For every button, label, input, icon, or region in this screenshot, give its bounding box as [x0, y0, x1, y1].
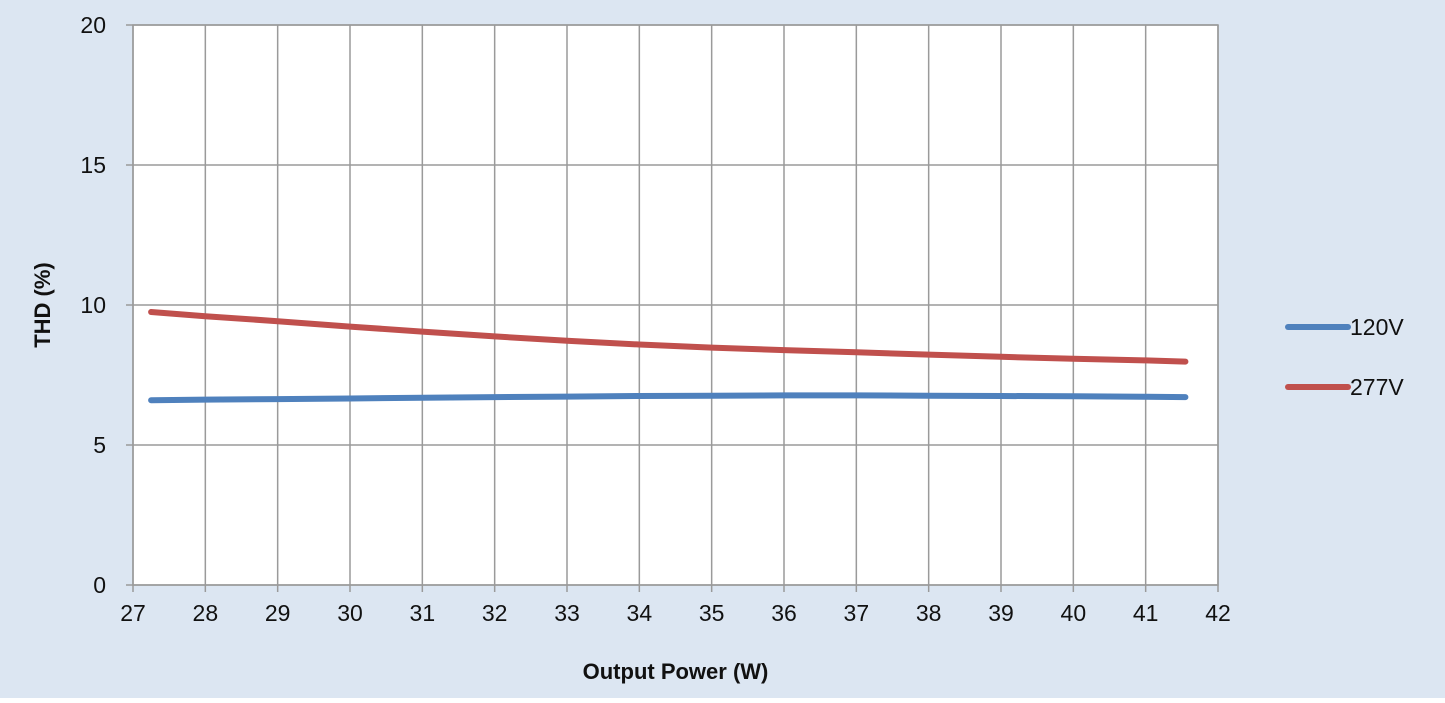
- x-tick-label: 27: [120, 600, 146, 626]
- x-tick-label: 42: [1205, 600, 1231, 626]
- y-tick-label: 15: [80, 152, 106, 178]
- x-tick-label: 31: [410, 600, 436, 626]
- legend: 120V 277V: [1285, 314, 1404, 400]
- y-tick-label: 0: [93, 572, 106, 598]
- x-tick-label: 35: [699, 600, 725, 626]
- y-tick-label: 5: [93, 432, 106, 458]
- x-tick-label: 37: [844, 600, 870, 626]
- x-tick-label: 30: [337, 600, 363, 626]
- x-tick-label: 40: [1061, 600, 1087, 626]
- series-line-120v: [148, 392, 1189, 404]
- x-tick-label: 34: [627, 600, 653, 626]
- x-tick-label: 39: [988, 600, 1014, 626]
- x-tick-label: 28: [193, 600, 219, 626]
- x-tick-label: 32: [482, 600, 508, 626]
- x-tick-label: 33: [554, 600, 580, 626]
- x-tick-label: 36: [771, 600, 797, 626]
- y-tick-label: 10: [80, 292, 106, 318]
- x-tick-label: 41: [1133, 600, 1159, 626]
- axes: 27 28 29 30 31 32 33 34 35 36 37 38 39 40 41 42 0 5 10 15 20: [80, 12, 1230, 626]
- x-tick-label: 29: [265, 600, 291, 626]
- series-line-277v: [148, 309, 1189, 365]
- legend-label-277v: 277V: [1350, 374, 1404, 400]
- legend-label-120v: 120V: [1350, 314, 1404, 340]
- y-axis-title: THD (%): [30, 262, 55, 348]
- y-tick-label: 20: [80, 12, 106, 38]
- series-group: [148, 309, 1189, 404]
- x-tick-label: 38: [916, 600, 942, 626]
- plot-border: [132, 24, 1219, 586]
- x-axis-title: Output Power (W): [583, 659, 769, 684]
